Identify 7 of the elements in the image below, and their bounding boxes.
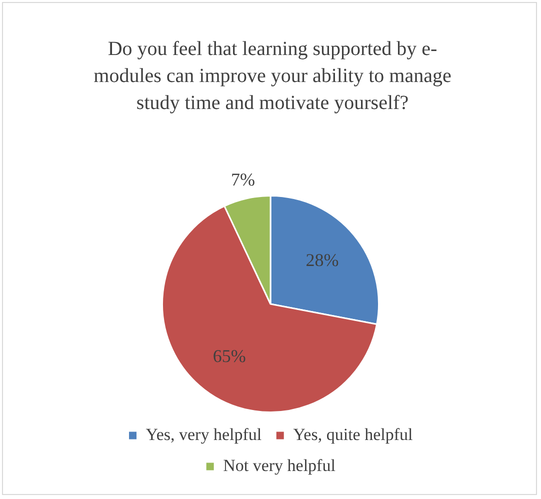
legend-label: Yes, quite helpful [293, 424, 414, 444]
data-label: 28% [306, 250, 339, 270]
legend-label: Yes, very helpful [146, 424, 262, 444]
chart-title: Do you feel that learning supported by e-modules can improve your ability to manage study time and motivate yourself? [92, 37, 452, 116]
data-label: 65% [212, 346, 246, 366]
data-label: 7% [230, 170, 255, 190]
legend-label: Not very helpful [223, 456, 336, 475]
